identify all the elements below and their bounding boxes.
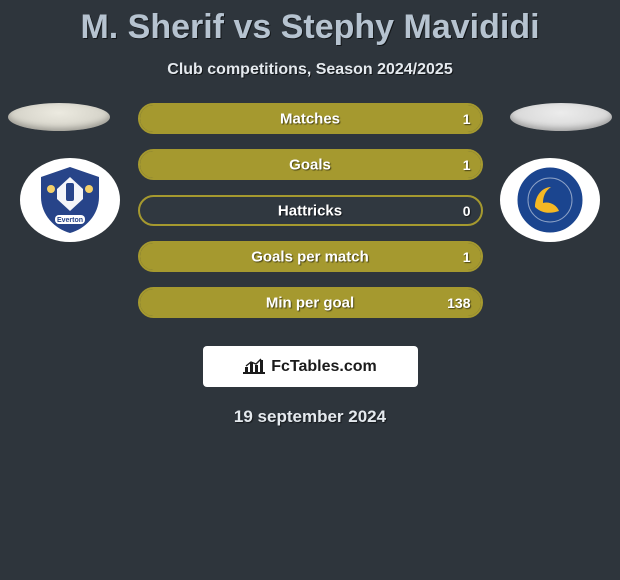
stat-bar-label: Hattricks [278, 202, 342, 219]
stat-bar-value-right: 138 [447, 295, 470, 311]
player-left-ellipse [8, 103, 110, 131]
page-title: M. Sherif vs Stephy Mavididi [0, 0, 620, 47]
stat-bar-value-right: 0 [463, 203, 471, 219]
spacer [0, 427, 620, 567]
bar-chart-icon [243, 358, 265, 376]
stat-bar-value-right: 1 [463, 111, 471, 127]
stat-bar-value-right: 1 [463, 157, 471, 173]
stat-bars: Matches 1 Goals 1 Hattricks 0 Goals per match 1… [138, 103, 483, 318]
leicester-crest-icon [513, 163, 587, 237]
svg-text:Everton: Everton [57, 217, 83, 224]
everton-crest-icon: Everton [33, 163, 107, 237]
stat-bar: Goals 1 [138, 149, 483, 180]
footer-date: 19 september 2024 [0, 387, 620, 427]
stat-bar-value-right: 1 [463, 249, 471, 265]
stat-bar-label: Goals [289, 156, 331, 173]
stat-bar-label: Matches [280, 110, 340, 127]
footer-brand-text: FcTables.com [271, 358, 377, 376]
stat-bar: Min per goal 138 [138, 287, 483, 318]
page-subtitle: Club competitions, Season 2024/2025 [0, 47, 620, 79]
player-right-ellipse [510, 103, 612, 131]
stat-bar-label: Min per goal [266, 294, 354, 311]
stat-bar: Matches 1 [138, 103, 483, 134]
stat-bar-label: Goals per match [251, 248, 369, 265]
stat-bar: Hattricks 0 [138, 195, 483, 226]
player-left-crest: Everton [20, 158, 120, 242]
player-right-crest [500, 158, 600, 242]
stat-bar: Goals per match 1 [138, 241, 483, 272]
footer-brand-box: FcTables.com [203, 346, 418, 387]
comparison-layout: Everton Matches 1 Goals 1 Hattricks 0 Goals pe… [0, 103, 620, 318]
